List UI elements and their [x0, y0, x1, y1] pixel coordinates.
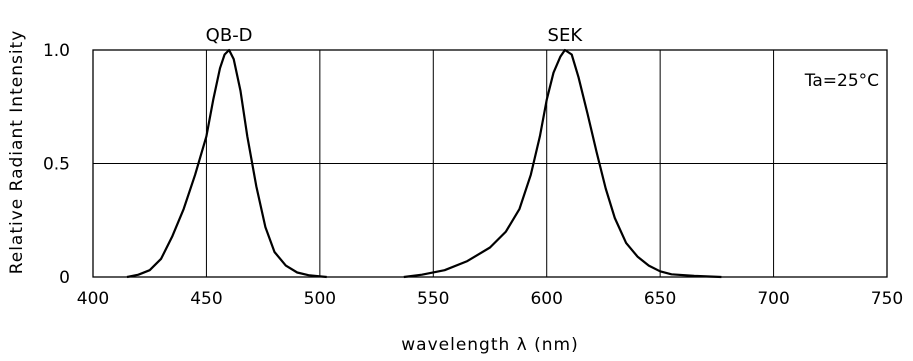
- x-tick-labels: 400 450 500 550 600 650 700 750: [77, 289, 903, 309]
- x-tick-label: 700: [757, 289, 789, 309]
- x-tick-label: 550: [417, 289, 449, 309]
- y-tick-label: 0.5: [43, 155, 70, 175]
- series-line-qb-d: [126, 48, 327, 279]
- series-label: QB-D: [206, 25, 253, 46]
- x-tick-label: 450: [190, 289, 222, 309]
- grid: [93, 50, 887, 277]
- series-labels: QB-D SEK: [206, 25, 584, 46]
- y-tick-label: 0: [59, 268, 70, 288]
- temperature-annotation: Ta=25°C: [804, 71, 879, 91]
- x-tick-label: 650: [644, 289, 676, 309]
- y-axis-title: Relative Radiant Intensity: [7, 30, 27, 275]
- x-tick-label: 400: [77, 289, 109, 309]
- x-axis-title: wavelength λ (nm): [401, 335, 579, 355]
- x-tick-label: 500: [304, 289, 336, 309]
- y-tick-labels: 0 0.5 1.0: [43, 41, 70, 288]
- x-tick-label: 600: [530, 289, 562, 309]
- series-line-sek: [403, 48, 722, 279]
- plot-frame: [92, 49, 888, 278]
- curves: [126, 48, 722, 279]
- y-tick-label: 1.0: [43, 41, 70, 61]
- x-tick-label: 750: [871, 289, 903, 309]
- series-label: SEK: [548, 25, 584, 46]
